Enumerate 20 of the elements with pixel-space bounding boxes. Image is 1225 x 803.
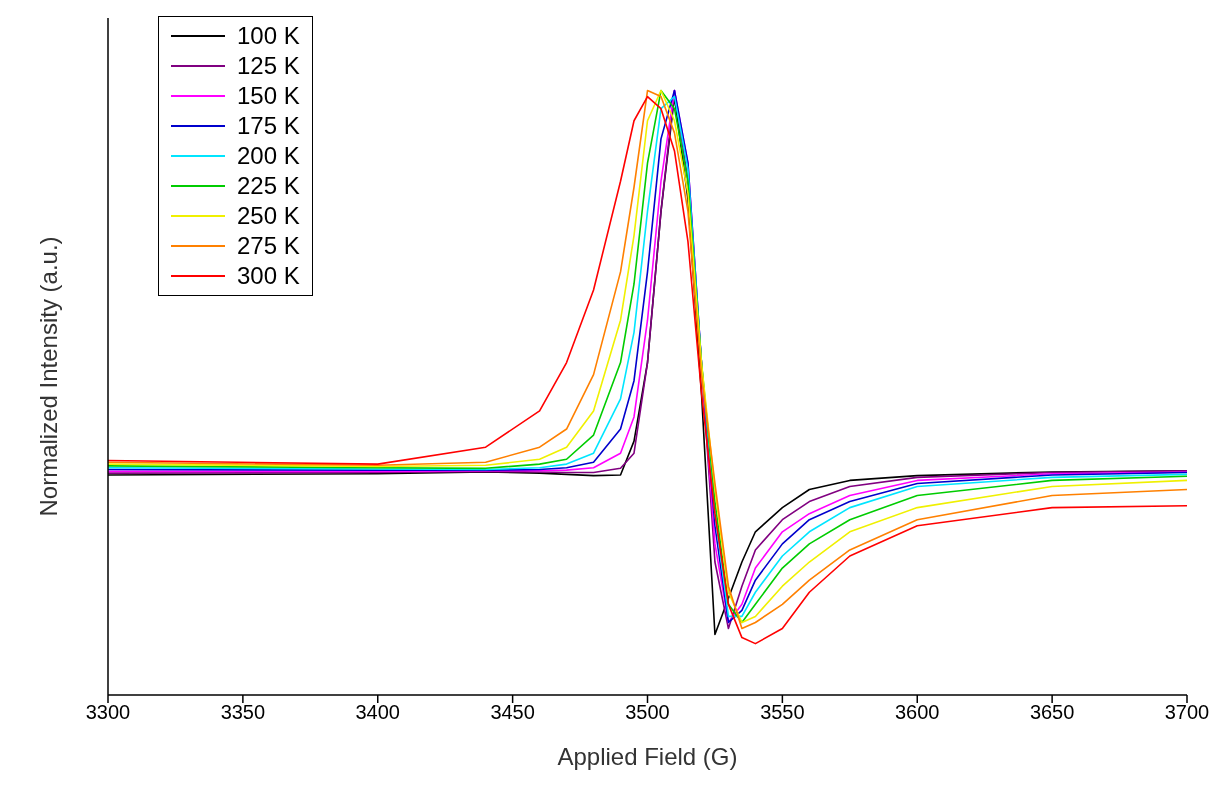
legend-label: 175 K bbox=[237, 112, 300, 140]
legend-label: 250 K bbox=[237, 202, 300, 230]
y-axis-title: Normalized Intensity (a.u.) bbox=[34, 236, 62, 517]
x-tick-label: 3400 bbox=[355, 701, 400, 724]
legend-label: 100 K bbox=[237, 22, 300, 50]
legend-label: 200 K bbox=[237, 142, 300, 170]
x-tick-label: 3300 bbox=[85, 701, 131, 724]
legend-label: 300 K bbox=[237, 262, 300, 290]
legend-label: 275 K bbox=[237, 232, 300, 260]
x-tick-label: 3450 bbox=[490, 701, 535, 724]
legend-label: 150 K bbox=[237, 82, 300, 110]
legend-label: 225 K bbox=[237, 172, 300, 200]
x-tick-label: 3650 bbox=[1029, 701, 1075, 724]
x-tick-label: 3500 bbox=[625, 701, 670, 724]
x-tick-label: 3350 bbox=[220, 701, 266, 724]
x-axis-title: Applied Field (G) bbox=[557, 743, 738, 770]
x-tick-label: 3550 bbox=[760, 701, 805, 724]
x-tick-label: 3700 bbox=[1164, 701, 1210, 724]
x-tick-label: 3600 bbox=[895, 701, 940, 724]
legend-label: 125 K bbox=[237, 52, 300, 80]
